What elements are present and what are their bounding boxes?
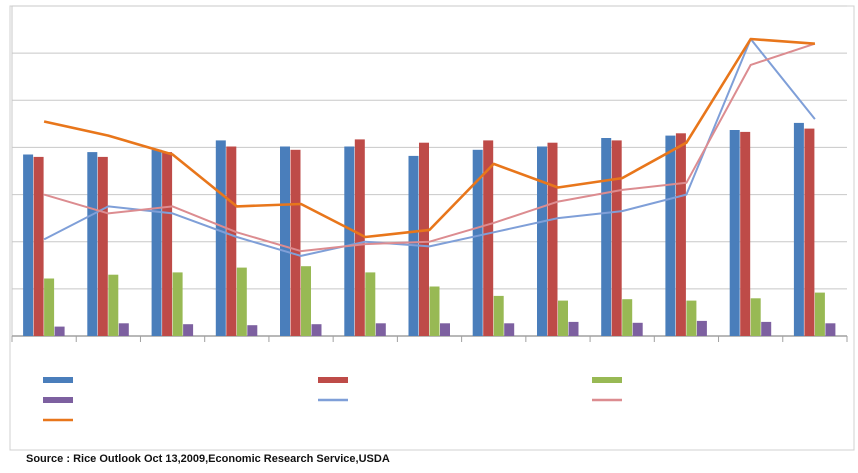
bar [601,138,612,336]
bar [236,267,247,336]
bar [183,324,194,336]
bar [793,122,804,337]
bar [226,146,237,336]
bar [280,146,290,336]
bar [151,149,162,336]
bar [483,140,494,336]
bar [547,142,558,336]
bar [162,152,173,336]
bar [761,321,772,336]
bar [87,152,98,336]
bar [504,323,515,336]
bar [686,300,697,336]
bar [632,322,643,336]
bar [118,323,129,336]
bar [750,298,761,336]
lines [43,37,816,257]
bar [354,139,365,336]
bar [814,292,825,336]
legend-swatch [43,377,73,383]
gridlines [12,5,847,290]
bar [311,324,322,336]
bar [108,274,119,336]
legend-swatch [43,397,73,403]
bar [493,295,504,336]
bar [611,140,622,336]
bar [537,146,547,336]
bar [97,156,108,336]
bar [665,135,676,336]
bar [33,156,44,336]
bar [172,272,183,336]
series-line [43,38,816,257]
bar [740,131,751,336]
bar [419,142,429,336]
legend [43,377,622,422]
series-line [43,42,816,253]
bar [301,266,311,336]
bar [344,146,355,336]
bar [696,320,707,336]
legend-swatch [318,377,348,383]
bar [440,323,450,336]
bar [23,154,34,336]
bar [365,272,376,336]
bar [568,321,579,336]
bar [675,133,686,336]
bar [622,299,633,336]
source-note: Source : Rice Outlook Oct 13,2009,Econom… [26,453,390,465]
bar [558,300,568,336]
bar [247,325,258,336]
bar [375,323,386,336]
series-line [43,37,815,239]
bar [729,130,740,336]
bar [54,326,65,336]
bar [44,278,55,336]
legend-swatch [592,377,622,383]
bar [472,149,483,336]
bar [825,323,836,336]
bar [804,128,815,336]
bar [429,286,440,336]
bar [290,149,301,336]
bar [215,140,226,336]
